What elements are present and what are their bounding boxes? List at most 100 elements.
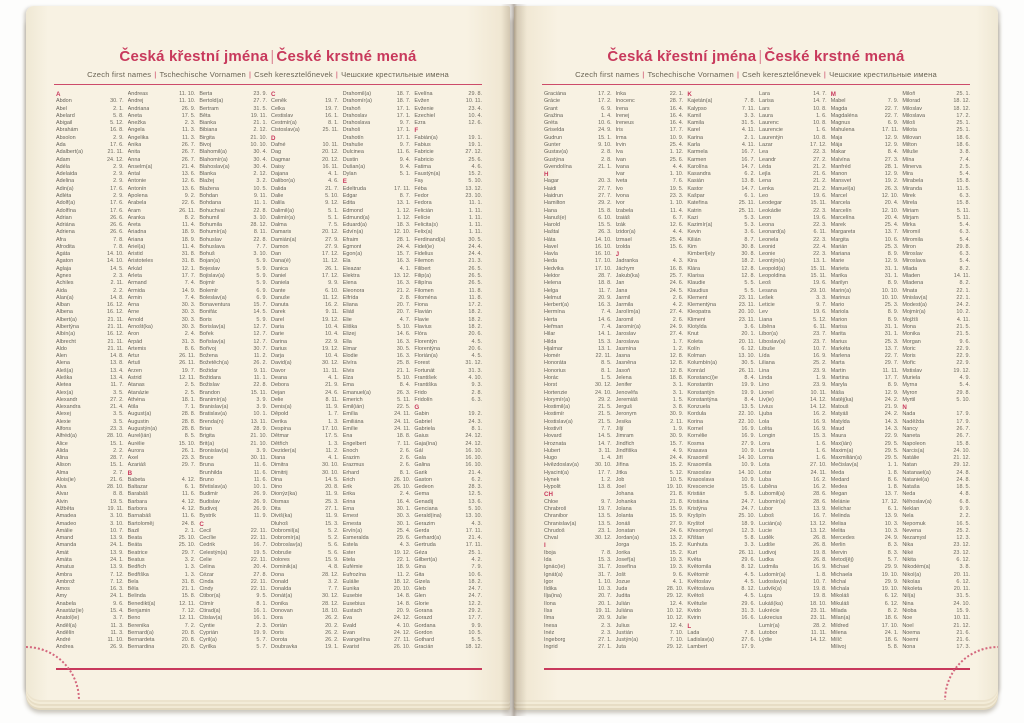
- name-day-entry: Narcis(a) 24. 10.: [902, 447, 971, 454]
- name-day-entry: Filibert 26. 5.: [414, 265, 483, 272]
- name-day-entry: Doubravka 19. 1.: [271, 644, 339, 651]
- name-day-entry: Erazmus 2. 6.: [342, 462, 411, 469]
- name-day-entry: Gudrun 15. 1.: [544, 134, 612, 141]
- name-day-entry: Nona 17. 3.: [902, 644, 971, 651]
- name-day-entry: Klaudius 5. 5.: [687, 287, 756, 294]
- name-day-entry: Hostimír 21. 5.: [544, 411, 612, 418]
- name-day-entry: Kristiána 24. 7.: [687, 498, 756, 505]
- name-day-entry: Agaton 14. 10.: [56, 258, 124, 265]
- name-day-entry: Bernard(a) 20. 8.: [127, 629, 196, 636]
- name-day-entry: Birgita 21. 10.: [199, 134, 268, 141]
- name-day-entry: Luba 16. 2.: [759, 476, 827, 483]
- name-day-entry: František 4. 10.: [414, 374, 483, 381]
- name-day-entry: Matyáš 24. 2.: [830, 411, 899, 418]
- name-day-entry: Milota 25. 1.: [902, 127, 971, 134]
- name-day-entry: Alžběta 19. 11.: [56, 506, 124, 513]
- name-day-entry: Magnus 6. 9.: [830, 120, 899, 127]
- name-day-entry: Marilyn 8. 9.: [830, 280, 899, 287]
- name-day-entry: Noe 10. 11.: [902, 615, 971, 622]
- name-day-entry: Mansvet 19. 2.: [830, 178, 899, 185]
- name-day-entry: Kunhuta 3. 3.: [687, 542, 756, 549]
- name-day-entry: Gvendolína 21. 1.: [544, 163, 612, 170]
- name-day-entry: Inesa 2. 3.: [544, 622, 612, 629]
- name-day-entry: Noema 21. 6.: [902, 629, 971, 636]
- name-day-entry: Elza 5. 10.: [342, 374, 411, 381]
- name-day-entry: Arkád 12. 1.: [127, 265, 196, 272]
- name-day-entry: Budimír 26. 9.: [199, 491, 268, 498]
- name-day-entry: Kliment 23. 11.: [687, 316, 756, 323]
- name-day-entry: Hanuš(e) 6. 10.: [544, 214, 612, 221]
- section-letter: E: [342, 178, 347, 186]
- name-day-entry: Gražina 1. 4.: [544, 112, 612, 119]
- name-day-entry: Beatrice 29. 7.: [127, 549, 196, 556]
- name-day-entry: Justýn(a) 7. 10.: [615, 637, 684, 644]
- name-day-entry: Gabin 19. 2.: [414, 411, 483, 418]
- name-day-entry: Gordon 10. 5.: [414, 629, 483, 636]
- name-day-entry: Leopoldina 15. 11.: [759, 273, 827, 280]
- name-day-entry: Chranislav(a) 13. 5.: [544, 520, 612, 527]
- name-day-entry: Konstantin 19. 9.: [687, 382, 756, 389]
- name-day-entry: Čeněk 19. 7.: [271, 98, 339, 105]
- name-day-entry: Efraim 28. 1.: [342, 236, 411, 243]
- title-slovak: České krstné mená: [276, 48, 417, 65]
- name-day-entry: Dag 20. 12.: [271, 149, 339, 156]
- name-day-entry: Beno 12. 11.: [127, 615, 196, 622]
- name-day-entry: Danuta 16. 2.: [271, 302, 339, 309]
- name-day-entry: Johanka 21. 8.: [615, 498, 684, 505]
- name-day-entry: Božidar 9. 11.: [199, 367, 268, 374]
- name-day-entry: Lota 27. 10.: [759, 462, 827, 469]
- name-day-entry: Evelína 29. 8.: [414, 91, 483, 97]
- name-day-entry: Anežka 2. 3.: [127, 120, 196, 127]
- name-day-entry: Blahomil(a) 30. 4.: [199, 149, 268, 156]
- name-day-entry: Esmeralda 29. 6.: [342, 535, 411, 542]
- name-day-entry: Milada 8. 2.: [830, 607, 899, 614]
- name-day-entry: Michal 29. 9.: [830, 578, 899, 585]
- name-day-entry: Božislav 22. 8.: [199, 382, 268, 389]
- name-day-entry: Alban 16. 12.: [56, 302, 124, 309]
- name-day-entry: Beatus 3. 2.: [127, 557, 196, 563]
- name-day-entry: Mercedes 24. 9.: [830, 535, 899, 542]
- name-day-entry: Aristid 31. 8.: [127, 251, 196, 258]
- name-day-entry: Gaja(ína) 24. 12.: [414, 440, 483, 447]
- name-day-entry: Edvín(a) 12. 10.: [342, 229, 411, 236]
- name-day-entry: Evan 24. 12.: [342, 629, 411, 636]
- name-day-entry: Gleb 24. 7.: [414, 586, 483, 593]
- name-day-entry: Afra 7. 8.: [56, 236, 124, 243]
- name-day-entry: Křesomysl 12. 3.: [687, 527, 756, 534]
- name-day-entry: Leona 22. 3.: [759, 222, 827, 229]
- name-day-entry: Bernardina 20. 8.: [127, 644, 196, 651]
- name-day-entry: Ela 16. 3.: [342, 258, 411, 265]
- name-day-entry: Ignác(ie) 31. 7.: [544, 564, 612, 571]
- name-day-entry: Lea 22. 3.: [759, 149, 827, 156]
- name-day-entry: Barbara 4. 12.: [127, 498, 196, 505]
- name-day-entry: Iva 1. 12.: [615, 149, 684, 156]
- name-day-entry: Atanas 2. 5.: [127, 382, 196, 389]
- name-day-entry: Bonaventura 15. 7.: [199, 302, 268, 309]
- name-day-entry: Maja 12. 9.: [830, 134, 899, 141]
- name-day-entry: Ambra 7. 12.: [56, 571, 124, 578]
- name-day-entry: Margita 10. 6.: [830, 236, 899, 243]
- name-day-entry: Kajetán(a) 7. 8.: [687, 98, 756, 105]
- name-day-entry: Kasandra 6. 2.: [687, 171, 756, 178]
- name-day-entry: Damián(a) 27. 9.: [271, 236, 339, 243]
- name-day-entry: Leonela 22. 3.: [759, 236, 827, 243]
- name-day-entry: Laura 1. 6.: [759, 112, 827, 119]
- name-day-entry: Lenka 21. 2.: [759, 185, 827, 192]
- name-day-entry: Mojmír(a) 10. 2.: [902, 309, 971, 316]
- name-day-entry: Marcelína 20. 4.: [830, 214, 899, 221]
- name-day-entry: Myrtil 5. 10.: [902, 396, 971, 403]
- name-day-entry: Haidi 27. 7.: [544, 185, 612, 192]
- name-day-entry: Fridolín 6. 3.: [414, 396, 483, 403]
- name-day-entry: Hostimil(a) 21. 5.: [544, 404, 612, 411]
- name-day-entry: Manon 12. 9.: [830, 171, 899, 178]
- name-day-entry: Nikol(a) 20. 11.: [902, 571, 971, 578]
- name-day-entry: Horymír(a) 29. 2.: [544, 396, 612, 403]
- name-day-entry: Megan 13. 7.: [830, 491, 899, 498]
- name-day-entry: Amáta 24. 1.: [56, 557, 124, 563]
- name-day-entry: Ludivoj 19. 8.: [759, 549, 827, 556]
- name-day-entry: Jan 24. 6.: [615, 280, 684, 287]
- name-day-entry: Leopold(a) 15. 11.: [759, 265, 827, 272]
- name-day-entry: Areta 11. 4.: [127, 222, 196, 229]
- name-day-entry: Fidel(ie) 24. 4.: [414, 243, 483, 250]
- name-day-entry: Dětřich 1. 3.: [271, 440, 339, 447]
